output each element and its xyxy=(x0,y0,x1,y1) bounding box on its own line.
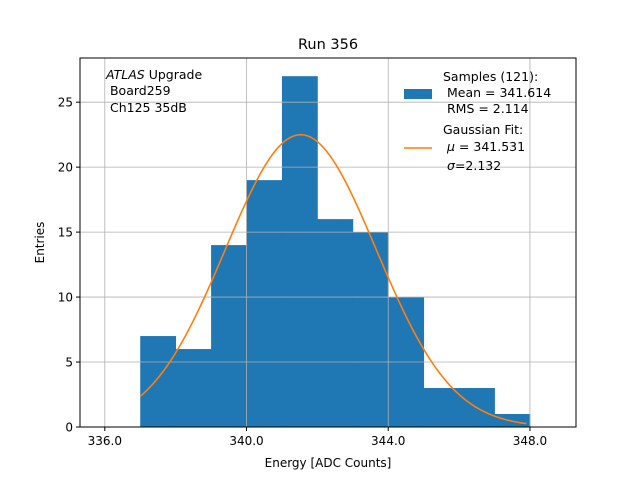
histogram-bar xyxy=(317,219,354,427)
x-tick-label: 344.0 xyxy=(371,434,405,448)
x-tick-label: 336.0 xyxy=(88,434,122,448)
histogram-bar xyxy=(246,180,283,427)
mu-symbol: μ xyxy=(446,139,455,154)
legend-fit-title: Gaussian Fit: xyxy=(443,122,523,137)
y-tick-label: 15 xyxy=(58,226,73,240)
y-tick-label: 20 xyxy=(58,161,73,175)
x-tick-label: 340.0 xyxy=(229,434,263,448)
histogram-bar xyxy=(175,349,212,427)
annotation-line-2: Board259 xyxy=(106,83,171,98)
legend-hist-line-3: RMS = 2.114 xyxy=(443,101,529,116)
y-tick-label: 10 xyxy=(58,291,73,305)
legend: Samples (121): Mean = 341.614 RMS = 2.11… xyxy=(404,69,551,173)
x-axis-label: Energy [ADC Counts] xyxy=(265,456,392,470)
sigma-value: =2.132 xyxy=(455,158,501,173)
gaussian-fit xyxy=(139,133,527,425)
chart-title: Run 356 xyxy=(298,37,358,53)
legend-hist-line-2: Mean = 341.614 xyxy=(443,85,551,100)
annotation-upgrade: Upgrade xyxy=(145,67,203,82)
x-axis-ticks: 336.0 340.0 344.0 348.0 xyxy=(88,427,547,448)
y-tick-label: 0 xyxy=(65,421,73,435)
mu-value: = 341.531 xyxy=(455,139,525,154)
atlas-annotation: ATLAS Upgrade Board259 Ch125 35dB xyxy=(105,67,202,115)
legend-hist-patch xyxy=(404,89,432,99)
annotation-atlas: ATLAS xyxy=(105,67,145,82)
histogram-bar xyxy=(140,336,177,427)
histogram-bar xyxy=(211,245,247,427)
y-tick-label: 25 xyxy=(58,96,73,110)
gaussian-fit-curve xyxy=(139,133,527,425)
x-tick-label: 348.0 xyxy=(513,434,547,448)
legend-hist-line-1: Samples (121): xyxy=(443,69,538,84)
plot-frame xyxy=(79,57,577,428)
y-axis-label: Entries xyxy=(33,222,47,264)
legend-fit-sigma: σ=2.132 xyxy=(447,158,501,173)
y-tick-label: 5 xyxy=(65,356,73,370)
annotation-line-3: Ch125 35dB xyxy=(106,100,187,115)
y-axis-ticks: 0 5 10 15 20 25 xyxy=(58,96,80,435)
histogram-bar xyxy=(352,232,389,427)
annotation-line-1: ATLAS Upgrade xyxy=(105,67,202,82)
legend-fit-mu: μ = 341.531 xyxy=(446,139,525,154)
histogram-bar xyxy=(423,388,460,427)
sigma-symbol: σ xyxy=(447,158,456,173)
histogram-bar xyxy=(281,76,318,428)
